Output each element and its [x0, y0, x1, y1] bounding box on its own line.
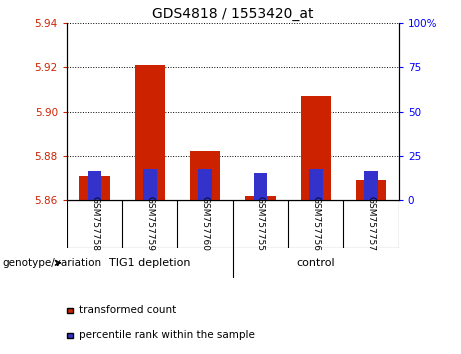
Bar	[245, 195, 276, 200]
Text: GSM757755: GSM757755	[256, 196, 265, 251]
Bar	[135, 65, 165, 200]
Bar	[190, 151, 220, 200]
Bar	[79, 176, 110, 200]
Bar	[301, 96, 331, 200]
Bar	[198, 169, 212, 200]
Text: percentile rank within the sample: percentile rank within the sample	[79, 330, 255, 340]
Text: GSM757759: GSM757759	[145, 196, 154, 251]
Bar	[356, 180, 386, 200]
Bar	[309, 169, 323, 200]
Bar	[88, 171, 101, 200]
Bar	[254, 173, 267, 200]
Text: GSM757756: GSM757756	[311, 196, 320, 251]
Bar	[143, 169, 157, 200]
Text: control: control	[296, 258, 335, 268]
Text: GSM757760: GSM757760	[201, 196, 210, 251]
Bar	[364, 171, 378, 200]
Text: GSM757758: GSM757758	[90, 196, 99, 251]
Text: genotype/variation: genotype/variation	[2, 258, 101, 268]
Title: GDS4818 / 1553420_at: GDS4818 / 1553420_at	[152, 7, 313, 21]
Text: TIG1 depletion: TIG1 depletion	[109, 258, 190, 268]
Text: transformed count: transformed count	[79, 306, 176, 315]
Text: GSM757757: GSM757757	[366, 196, 376, 251]
